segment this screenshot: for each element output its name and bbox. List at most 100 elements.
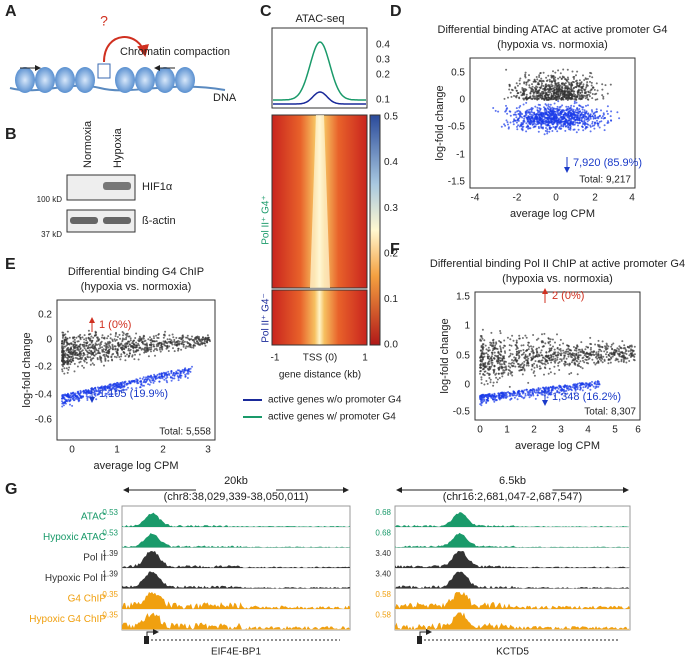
scatter-point [503, 362, 506, 365]
scatter-point [506, 336, 509, 339]
scatter-point [70, 356, 73, 359]
scatter-point [74, 353, 77, 356]
scatter-point [508, 88, 511, 91]
panel-letter: D [390, 3, 402, 20]
panel-letter: C [260, 3, 272, 20]
scatter-point [554, 387, 557, 390]
scatter-point [535, 118, 538, 121]
scatter-point [544, 129, 547, 132]
scatter-point [490, 344, 493, 347]
scatter-point [593, 124, 596, 127]
track-scale: 1.39 [102, 549, 118, 558]
scatter-point [76, 348, 79, 351]
scatter-point [520, 122, 523, 124]
scatter-point [96, 337, 99, 340]
scatter-point [166, 342, 169, 345]
scatter-point [98, 343, 100, 346]
scatter-point [201, 342, 204, 345]
scatter-point [596, 123, 599, 125]
scatter-point [488, 368, 491, 371]
scatter-point [162, 336, 165, 339]
scatter-point [547, 342, 550, 345]
scatter-point [508, 84, 511, 87]
scatter-point [108, 386, 110, 388]
scatter-point [89, 356, 92, 359]
scatter-point [551, 130, 554, 132]
scatter-point [163, 344, 166, 347]
scatter-point [503, 339, 506, 342]
scatter-point [560, 125, 563, 128]
scatter-point [504, 110, 507, 113]
scatter-point [548, 113, 551, 116]
scatter-point [559, 348, 562, 350]
scatter-point [105, 351, 108, 354]
scatter-point [633, 353, 636, 356]
tick-label: 6 [635, 425, 641, 436]
scatter-point [570, 104, 573, 107]
scatter-point [525, 388, 528, 391]
scatter-point [533, 80, 536, 83]
scatter-point [545, 83, 547, 86]
scatter-point [506, 121, 509, 124]
scatter-point [532, 394, 535, 397]
scatter-point [568, 373, 571, 375]
scatter-point [567, 81, 570, 84]
scatter-point [135, 341, 138, 344]
scatter-point [550, 361, 553, 364]
scatter-point [136, 382, 139, 385]
tick-label: 0.2 [376, 70, 390, 81]
scatter-point [554, 341, 556, 344]
scatter-point [508, 394, 511, 397]
scatter-point [108, 389, 110, 392]
scatter-point [600, 354, 603, 357]
scatter-point [569, 97, 572, 100]
scatter-point [558, 384, 561, 387]
scatter-point [553, 121, 556, 124]
scatter-point [544, 116, 547, 119]
scatter-point [511, 353, 514, 356]
scatter-point [168, 340, 171, 343]
scatter-point [594, 363, 597, 366]
scatter-point [488, 377, 491, 379]
scatter-point [598, 126, 601, 129]
scatter-point [575, 352, 578, 355]
scatter-point [127, 386, 129, 389]
track-scale: 0.58 [375, 590, 391, 599]
scatter-point [525, 93, 528, 96]
scatter-point [104, 357, 107, 360]
scatter-point [66, 361, 69, 364]
scatter-point [590, 346, 592, 349]
scatter-point [111, 353, 114, 356]
scatter-point [543, 373, 545, 376]
scatter-point [84, 341, 87, 344]
scatter-point [137, 349, 140, 352]
scatter-point [585, 104, 587, 107]
scatter-point [487, 346, 490, 349]
scatter-point [198, 343, 201, 346]
scatter-point [571, 386, 574, 389]
scatter-point [71, 359, 74, 362]
scatter-point [549, 354, 552, 357]
scatter-point [548, 367, 551, 370]
scatter-point [132, 349, 135, 352]
scatter-point [77, 345, 80, 348]
scatter-point [498, 377, 501, 379]
scatter-point [480, 339, 483, 342]
scatter-point [509, 398, 512, 401]
scatter-point [115, 338, 118, 341]
scatter-point [107, 352, 110, 355]
scatter-point [564, 129, 567, 132]
scatter-point [487, 393, 490, 396]
scatter-point [600, 117, 603, 119]
scatter-point [580, 351, 583, 354]
scatter-point [492, 342, 495, 345]
scatter-point [548, 85, 550, 88]
scatter-point [570, 87, 573, 90]
row-label: Pol II⁺ G4⁺ [261, 195, 272, 244]
scatter-point [553, 86, 556, 89]
scatter-point [612, 351, 615, 354]
scatter-point [511, 361, 514, 364]
scatter-point [538, 89, 541, 92]
scatter-point [101, 334, 104, 337]
scatter-point [135, 344, 138, 347]
